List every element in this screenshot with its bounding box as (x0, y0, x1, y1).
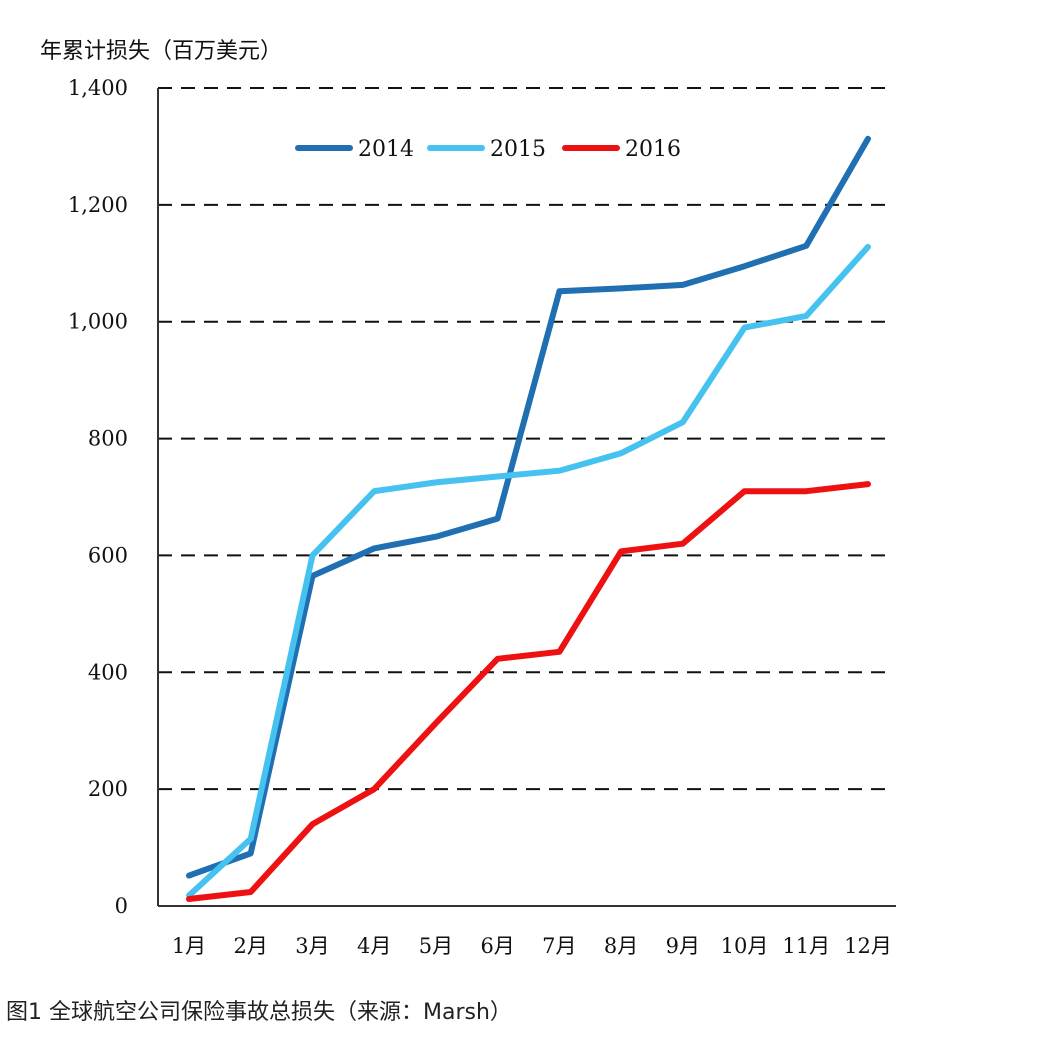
x-tick-label: 1月 (172, 934, 206, 958)
y-tick-label: 200 (88, 777, 128, 801)
series-lines (186, 135, 871, 902)
x-tick-label: 11月 (782, 934, 830, 958)
legend-label: 2015 (490, 137, 546, 162)
y-tick-label: 800 (88, 427, 128, 451)
legend-label: 2014 (358, 137, 414, 162)
line-chart: 年累计损失（百万美元） 0 200 400 600 800 1,000 1,200 1,400… (40, 39, 896, 958)
x-tick-label: 3月 (295, 934, 329, 958)
legend-label: 2016 (625, 137, 681, 162)
x-tick-label: 12月 (844, 934, 892, 958)
x-tick-label: 2月 (234, 934, 268, 958)
y-tick-labels: 0 200 400 600 800 1,000 1,200 1,400 (68, 76, 128, 918)
x-tick-label: 7月 (542, 934, 576, 958)
series-line-2014 (186, 135, 871, 879)
x-tick-label: 8月 (604, 934, 638, 958)
legend-item-2014: 2014 (295, 137, 414, 162)
legend: 2014 2015 2016 (295, 137, 681, 162)
series-line-2016 (186, 481, 871, 902)
y-tick-label: 1,400 (68, 76, 128, 100)
y-tick-label: 1,000 (68, 310, 128, 334)
legend-item-2016: 2016 (562, 137, 681, 162)
x-tick-label: 4月 (357, 934, 391, 958)
y-tick-label: 600 (88, 543, 128, 567)
y-tick-label: 400 (88, 660, 128, 684)
y-tick-label: 1,200 (68, 193, 128, 217)
x-tick-label: 5月 (419, 934, 453, 958)
y-tick-label: 0 (115, 894, 128, 918)
x-tick-label: 10月 (721, 934, 769, 958)
x-tick-label: 9月 (666, 934, 700, 958)
axes (157, 88, 896, 907)
y-axis-label: 年累计损失（百万美元） (40, 39, 282, 64)
series-line-2015 (186, 243, 871, 899)
x-tick-labels: 1月 2月 3月 4月 5月 6月 7月 8月 9月 10月 11月 12月 (172, 934, 892, 958)
x-tick-label: 6月 (480, 934, 514, 958)
figure-caption: 图1 全球航空公司保险事故总损失（来源：Marsh） (6, 1000, 512, 1025)
gridlines (158, 87, 888, 791)
legend-item-2015: 2015 (427, 137, 546, 162)
